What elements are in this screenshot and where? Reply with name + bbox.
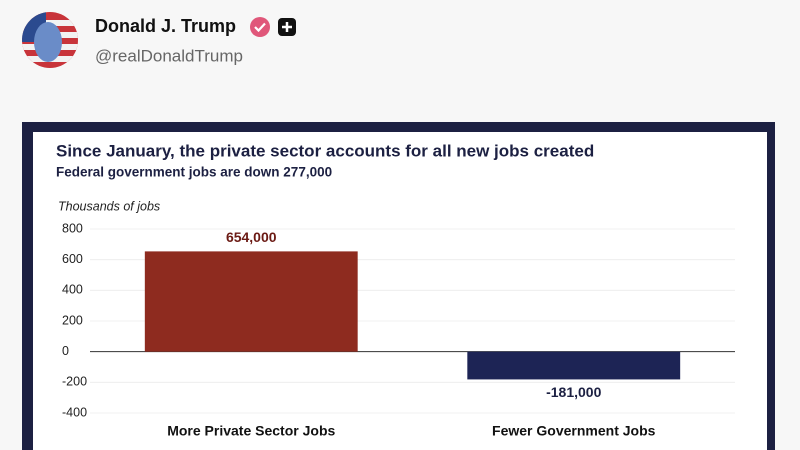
y-tick-label: 600: [62, 252, 83, 266]
avatar[interactable]: [22, 12, 78, 68]
chart-subtitle: Federal government jobs are down 277,000: [56, 165, 332, 180]
x-tick-label: More Private Sector Jobs: [167, 423, 335, 439]
chart-title: Since January, the private sector accoun…: [56, 141, 594, 160]
value-label: 654,000: [226, 229, 277, 245]
bar: [467, 351, 681, 380]
verified-badge: [250, 17, 270, 37]
author-handle[interactable]: @realDonaldTrump: [95, 46, 243, 65]
y-tick-label: 200: [62, 313, 83, 327]
author-name[interactable]: Donald J. Trump: [95, 16, 236, 36]
plot: -400 -200 0 200 400 600 800 654,000 More Private…: [62, 221, 735, 439]
y-tick-label: 400: [62, 283, 83, 297]
bar: [144, 251, 358, 352]
x-tick-label: Fewer Government Jobs: [492, 423, 656, 439]
y-axis-label: Thousands of jobs: [58, 199, 160, 213]
y-tick-label: -400: [62, 405, 87, 419]
value-label: -181,000: [546, 384, 601, 400]
y-tick-label: 800: [62, 221, 83, 235]
y-tick-label: 0: [62, 344, 69, 358]
plus-badge: [278, 18, 296, 36]
chart-area: [33, 132, 767, 450]
y-tick-label: -200: [62, 375, 87, 389]
